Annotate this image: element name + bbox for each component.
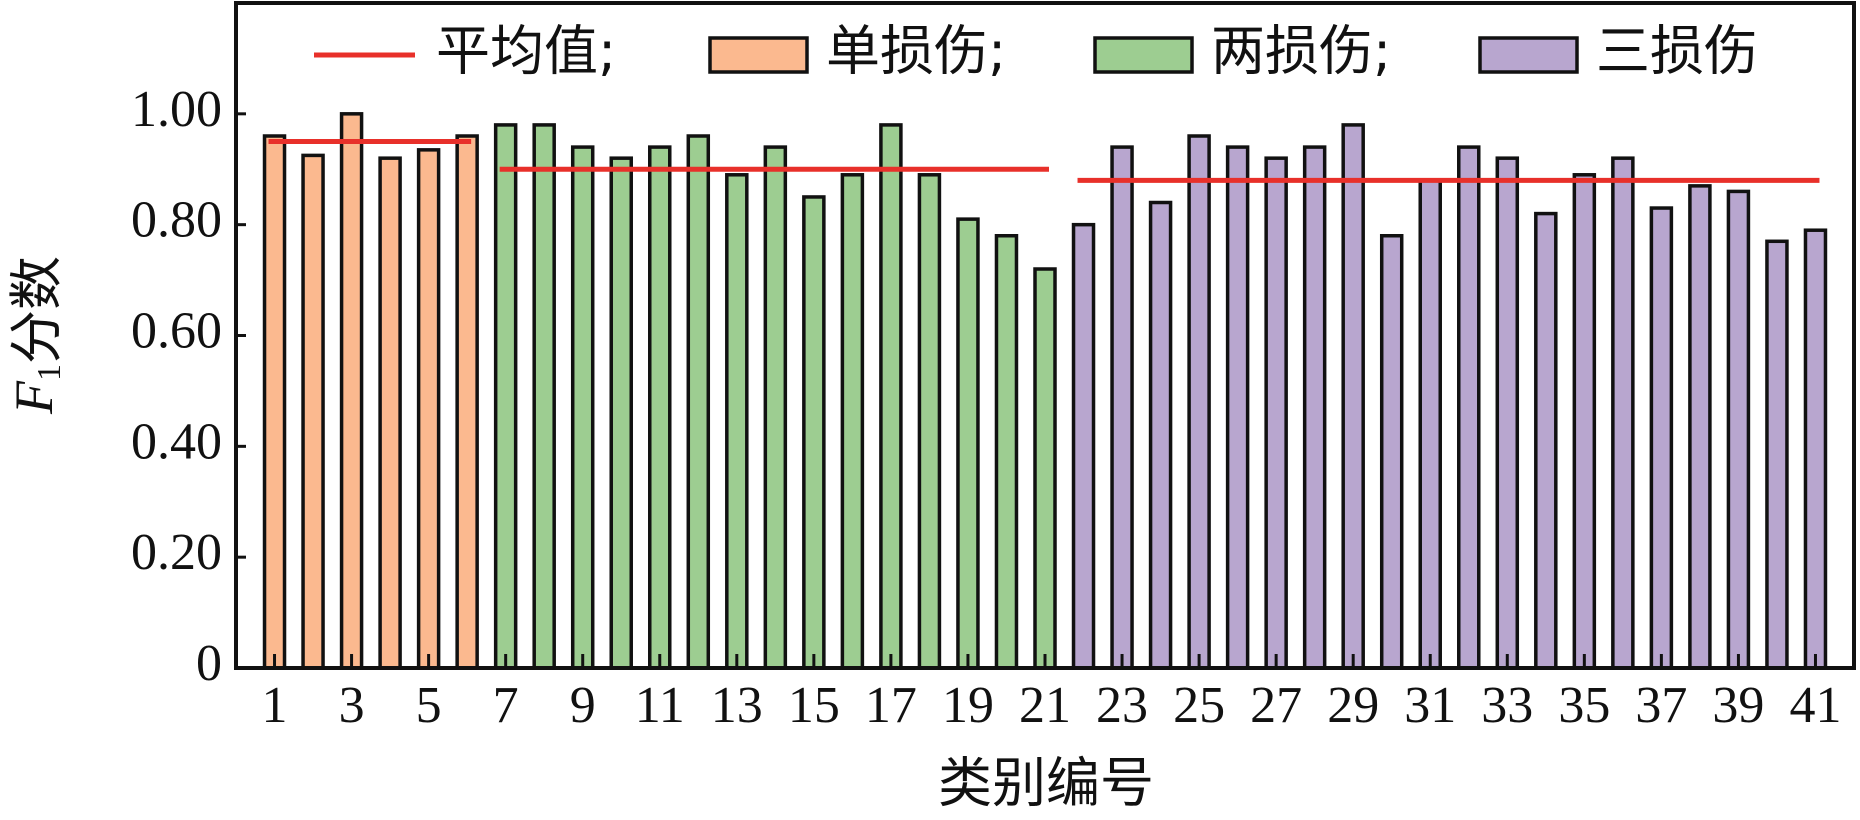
x-tick-label: 7 — [493, 677, 519, 734]
bar — [648, 145, 672, 670]
bar — [1765, 239, 1789, 670]
bar — [301, 153, 325, 670]
bar — [1187, 134, 1211, 670]
bar — [802, 195, 826, 670]
bar — [1803, 228, 1828, 670]
bar — [879, 123, 903, 670]
bar — [532, 123, 556, 670]
legend-label: 单损伤; — [826, 20, 1006, 83]
y-tick-label: 0.80 — [131, 192, 222, 249]
y-tick-label: 0 — [196, 635, 222, 692]
bar — [1071, 222, 1096, 670]
x-tick-label: 41 — [1789, 677, 1841, 734]
x-tick-label: 29 — [1327, 677, 1379, 734]
legend-label: 三损伤 — [1596, 20, 1758, 83]
bar — [1379, 234, 1404, 670]
legend-swatch — [1478, 36, 1579, 74]
bar — [1688, 184, 1712, 670]
bar — [1457, 145, 1481, 670]
x-tick-label: 1 — [262, 677, 288, 734]
bar — [609, 156, 633, 670]
y-tick-label: 1.00 — [131, 81, 222, 138]
bar — [1341, 123, 1365, 670]
bar — [763, 145, 788, 670]
x-tick-label: 19 — [942, 677, 994, 734]
plot-frame — [234, 1, 1856, 670]
bar — [686, 134, 711, 670]
x-tick-label: 39 — [1712, 677, 1764, 734]
bar — [725, 173, 749, 670]
bar — [994, 234, 1019, 670]
x-tick-label: 17 — [865, 677, 917, 734]
x-tick-label: 9 — [570, 677, 596, 734]
bar — [1649, 206, 1674, 670]
bar — [1495, 156, 1520, 670]
x-tick-label: 33 — [1481, 677, 1533, 734]
x-axis-label: 类别编号 — [938, 752, 1154, 815]
x-tick-label: 5 — [416, 677, 442, 734]
legend-swatch — [1093, 36, 1194, 74]
bar — [1726, 189, 1751, 670]
x-tick-label: 13 — [711, 677, 763, 734]
x-tick-label: 3 — [339, 677, 365, 734]
bar — [262, 134, 287, 670]
bar — [1110, 145, 1134, 670]
y-axis-label-part: 1 — [31, 364, 68, 381]
bar — [1225, 145, 1250, 670]
bar — [1264, 156, 1288, 670]
bar — [1302, 145, 1327, 670]
bar — [455, 134, 479, 670]
x-tick-label: 31 — [1404, 677, 1456, 734]
bar — [1611, 156, 1635, 670]
bar — [378, 156, 402, 670]
legend-label: 两损伤; — [1211, 20, 1391, 83]
bar — [1534, 211, 1558, 670]
y-tick-label: 0.20 — [131, 524, 222, 581]
bar — [416, 148, 441, 670]
x-tick-label: 37 — [1635, 677, 1687, 734]
bar — [1418, 178, 1442, 670]
x-tick-label: 23 — [1096, 677, 1148, 734]
y-tick-label: 0.60 — [131, 302, 222, 359]
x-tick-label: 21 — [1019, 677, 1071, 734]
legend-swatch — [708, 36, 809, 74]
bar — [570, 145, 595, 670]
y-tick-label: 0.40 — [131, 413, 222, 470]
x-tick-label: 27 — [1250, 677, 1302, 734]
legend-label: 平均值; — [436, 20, 616, 83]
bar — [493, 123, 518, 670]
bar — [1148, 200, 1173, 670]
x-tick-label: 25 — [1173, 677, 1225, 734]
bar — [917, 173, 942, 670]
bar — [339, 112, 364, 670]
y-axis-label-part: F — [4, 380, 64, 415]
bar — [1572, 173, 1597, 670]
x-tick-label: 11 — [635, 677, 685, 734]
bar — [956, 217, 980, 670]
y-axis-label: F1分数 — [4, 256, 67, 415]
x-tick-label: 15 — [788, 677, 840, 734]
bar — [1033, 267, 1057, 670]
bar — [840, 173, 865, 670]
x-tick-label: 35 — [1558, 677, 1610, 734]
y-axis-label-part: 分数 — [5, 256, 68, 364]
